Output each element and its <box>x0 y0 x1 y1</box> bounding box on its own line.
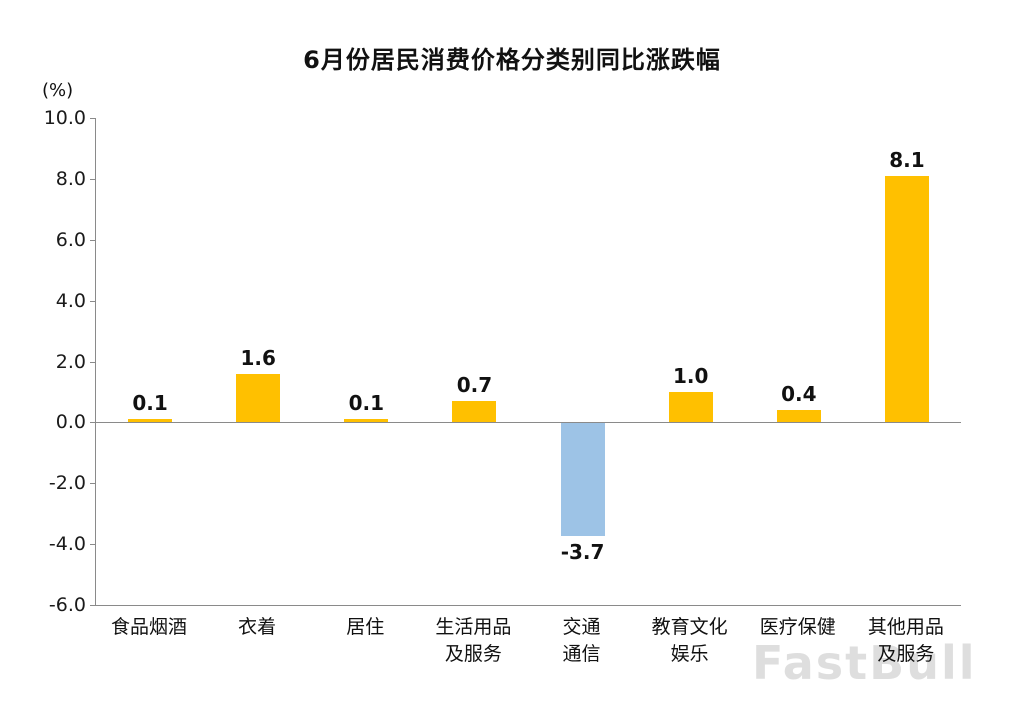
y-tick-mark <box>90 361 96 363</box>
bar-column: 0.7 <box>420 118 528 605</box>
bar <box>560 423 605 536</box>
bar-value-label: 1.0 <box>672 363 709 388</box>
y-tick-mark <box>90 118 96 119</box>
bar-column: 1.0 <box>637 118 745 605</box>
y-tick-label: -6.0 <box>48 594 86 616</box>
bar-column: 0.4 <box>745 118 853 605</box>
y-tick-mark <box>90 178 96 180</box>
y-axis-unit-label: (%) <box>42 80 74 101</box>
bar <box>344 419 389 423</box>
bar-column: 0.1 <box>96 118 204 605</box>
category-label: 生活用品 及服务 <box>435 616 512 665</box>
y-tick-mark <box>90 544 96 546</box>
y-tick-label: 10.0 <box>43 107 86 129</box>
y-tick-mark <box>90 300 96 302</box>
bar-columns: 0.1 1.6 0.1 0.7 -3.7 1.0 0.4 8.1 <box>96 118 961 605</box>
y-tick-label: 0.0 <box>55 411 86 434</box>
category-label: 交通 通信 <box>562 616 601 665</box>
bar-column: 8.1 <box>853 118 961 605</box>
bar-value-label: 0.4 <box>781 382 817 407</box>
bar <box>884 175 929 423</box>
bar <box>776 410 821 423</box>
watermark: FastBull <box>752 636 977 690</box>
y-tick-mark <box>90 605 96 606</box>
bar <box>452 401 497 423</box>
y-tick-mark <box>90 239 96 241</box>
category-label: 教育文化 娱乐 <box>651 616 728 665</box>
y-tick-label: 8.0 <box>55 167 86 190</box>
chart-title: 6月份居民消费价格分类别同比涨跌幅 <box>303 46 721 74</box>
bar-column: 0.1 <box>312 118 420 605</box>
category-label: 居住 <box>346 616 385 638</box>
zero-baseline <box>96 422 961 424</box>
bar-value-label: 0.1 <box>348 391 385 416</box>
bar-value-label: 0.7 <box>456 373 493 398</box>
y-tick-label: 2.0 <box>55 350 86 373</box>
category-label: 衣着 <box>238 616 277 638</box>
y-tick-label: 6.0 <box>55 228 86 251</box>
bar-column: 1.6 <box>204 118 312 605</box>
y-tick-label: -2.0 <box>48 472 86 495</box>
bar-value-label: -3.7 <box>560 539 605 564</box>
bar <box>128 419 173 423</box>
bar-value-label: 8.1 <box>889 147 925 172</box>
bar <box>236 373 281 423</box>
y-tick-mark <box>90 483 96 485</box>
y-axis-tick-labels: 10.0 8.0 6.0 4.0 2.0 0.0 -2.0 -4.0 -6.0 <box>0 107 86 616</box>
bar-value-label: 0.1 <box>132 391 168 416</box>
category-label: 其他用品 及服务 <box>867 616 944 665</box>
y-tick-label: 4.0 <box>55 289 86 312</box>
plot-area: 0.1 1.6 0.1 0.7 -3.7 1.0 0.4 8.1 <box>90 118 961 606</box>
y-tick-mark <box>90 422 96 424</box>
category-label: 食品烟酒 <box>111 616 188 638</box>
category-label: 医疗保健 <box>759 616 836 638</box>
bar-column: -3.7 <box>529 118 637 605</box>
category-axis-labels: 食品烟酒 衣着 居住 生活用品 及服务 交通 通信 教育文化 娱乐 医疗保健 其他用品 及服务 <box>95 614 960 667</box>
y-tick-label: -4.0 <box>48 533 86 556</box>
bar-value-label: 1.6 <box>240 345 276 370</box>
bar <box>668 391 713 423</box>
